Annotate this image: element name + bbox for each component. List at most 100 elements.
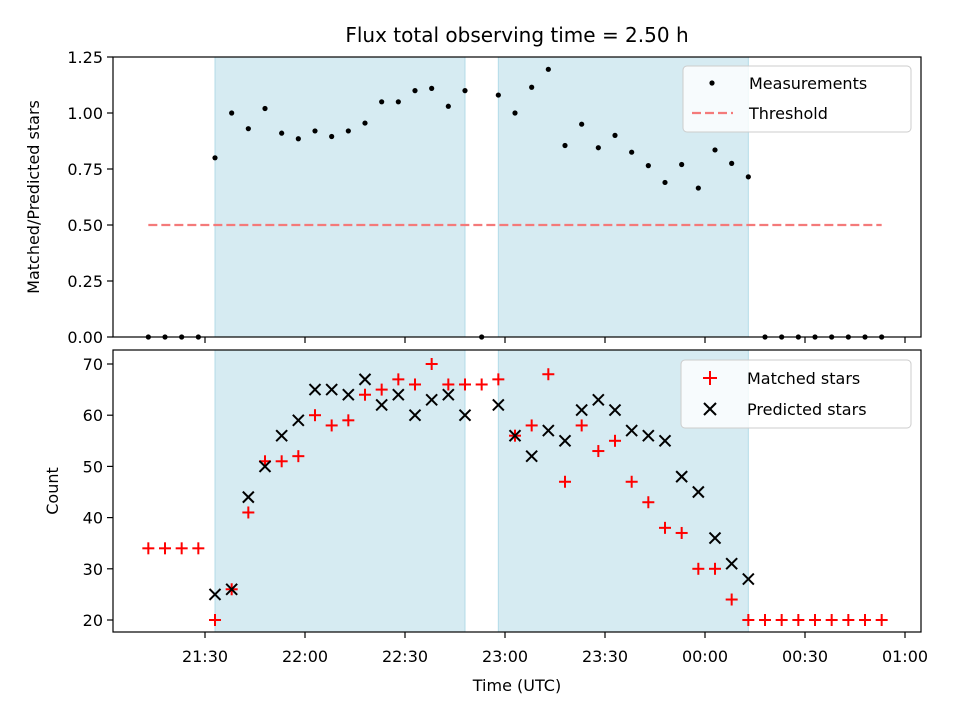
measurement-point-34 <box>712 147 718 153</box>
measurement-point-8 <box>279 130 285 136</box>
x-tick-label-4: 23:30 <box>582 647 628 666</box>
predicted-star-point-14 <box>442 388 455 401</box>
bottom-x-axis-label: Time (UTC) <box>472 676 561 695</box>
matched-star-point-26 <box>575 419 588 432</box>
predicted-star-point-7 <box>325 383 338 396</box>
predicted-star-point-0 <box>208 588 222 601</box>
predicted-star-point-2 <box>242 490 255 504</box>
top-y-tick-label-2: 0.50 <box>67 216 103 235</box>
matched-star-point-37 <box>759 614 771 626</box>
x-tick-label-5: 00:00 <box>682 647 728 666</box>
matched-star-point-34 <box>709 562 721 575</box>
matched-star-markers <box>142 358 888 626</box>
predicted-star-markers <box>208 373 755 601</box>
measurement-point-24 <box>545 66 551 72</box>
legend-label-threshold: Threshold <box>748 104 828 123</box>
predicted-star-point-11 <box>392 388 405 401</box>
matched-star-point-43 <box>859 614 871 626</box>
top-y-tick-label-3: 0.75 <box>67 160 103 179</box>
matched-star-point-25 <box>559 475 571 488</box>
bottom-shaded-regions <box>214 349 749 633</box>
measurement-point-27 <box>595 145 601 151</box>
matched-star-point-4 <box>209 614 221 626</box>
x-tick-label-6: 00:30 <box>782 647 828 666</box>
predicted-star-point-16 <box>492 398 505 412</box>
x-tick-label-3: 23:00 <box>482 647 528 666</box>
bottom-y-tick-label-0: 20 <box>83 611 103 630</box>
matched-star-point-31 <box>659 521 671 534</box>
predicted-star-point-10 <box>375 398 388 412</box>
measurement-point-23 <box>529 84 535 90</box>
top-y-tick-label-4: 1.00 <box>67 104 103 123</box>
matched-star-point-14 <box>375 383 388 396</box>
matched-star-point-6 <box>242 506 255 519</box>
measurement-point-17 <box>429 85 435 91</box>
measurement-point-6 <box>245 126 251 132</box>
matched-star-point-27 <box>592 445 605 458</box>
bottom-y-ticks: 20 30 40 50 60 70 <box>83 355 113 630</box>
measurement-point-13 <box>362 120 368 126</box>
measurement-point-21 <box>495 92 501 98</box>
predicted-star-point-22 <box>592 393 605 407</box>
legend-marker-measurements <box>709 80 715 86</box>
matched-star-point-35 <box>725 593 738 606</box>
matched-star-point-2 <box>175 542 188 555</box>
predicted-star-point-4 <box>275 429 288 442</box>
matched-star-point-28 <box>609 434 621 447</box>
legend-label-matched: Matched stars <box>747 369 860 388</box>
matched-star-point-15 <box>392 373 405 386</box>
x-tick-label-2: 22:30 <box>382 647 428 666</box>
matched-star-point-38 <box>775 614 788 626</box>
matched-star-point-41 <box>825 614 838 626</box>
predicted-star-point-3 <box>258 460 272 473</box>
x-tick-label-7: 01:00 <box>882 647 928 666</box>
predicted-star-point-17 <box>508 429 522 442</box>
matched-star-point-18 <box>442 378 455 391</box>
top-shaded-regions <box>214 56 749 338</box>
measurement-point-15 <box>395 99 401 105</box>
bottom-y-tick-label-5: 70 <box>83 355 103 374</box>
matched-star-point-36 <box>742 614 755 626</box>
predicted-star-point-25 <box>642 429 655 442</box>
bottom-y-tick-label-1: 30 <box>83 560 103 579</box>
legend-label-predicted: Predicted stars <box>747 400 867 419</box>
bottom-y-axis-label: Count <box>43 467 62 515</box>
measurement-point-29 <box>629 149 635 155</box>
predicted-star-point-23 <box>608 403 622 417</box>
predicted-star-point-5 <box>292 414 305 427</box>
x-tick-label-1: 22:00 <box>282 647 328 666</box>
matched-star-point-29 <box>625 475 638 488</box>
matched-star-point-19 <box>459 378 471 391</box>
matched-star-point-3 <box>192 542 205 555</box>
matched-star-point-44 <box>875 614 888 626</box>
measurement-point-32 <box>679 161 685 168</box>
matched-star-point-23 <box>525 419 538 432</box>
measurement-point-33 <box>695 185 701 191</box>
predicted-star-point-27 <box>675 470 688 483</box>
matched-star-point-24 <box>542 368 555 381</box>
legend-marker-matched <box>703 371 717 385</box>
matched-star-point-30 <box>642 496 655 509</box>
measurement-point-11 <box>329 133 335 140</box>
top-y-tick-label-1: 0.25 <box>67 272 103 291</box>
predicted-star-point-8 <box>342 388 355 401</box>
top-panel: 0.00 0.25 0.50 0.75 1.00 1.25 Flux total obse… <box>24 23 922 347</box>
measurement-point-36 <box>745 174 751 180</box>
measurement-point-28 <box>612 132 618 138</box>
measurement-point-9 <box>295 136 301 142</box>
bottom-y-tick-label-3: 50 <box>83 457 103 476</box>
bottom-y-tick-label-4: 60 <box>83 406 103 425</box>
matched-star-point-0 <box>142 542 155 555</box>
measurement-point-35 <box>729 160 735 166</box>
matched-star-point-20 <box>475 378 488 391</box>
measurement-point-22 <box>512 110 518 116</box>
predicted-star-point-21 <box>575 403 588 417</box>
predicted-star-point-26 <box>658 434 672 448</box>
measurement-point-5 <box>229 110 235 116</box>
matched-star-point-11 <box>325 419 338 432</box>
measurement-point-12 <box>345 128 351 134</box>
predicted-star-point-20 <box>558 434 572 448</box>
top-legend-box <box>682 65 912 133</box>
x-tick-label-0: 21:30 <box>182 647 228 666</box>
